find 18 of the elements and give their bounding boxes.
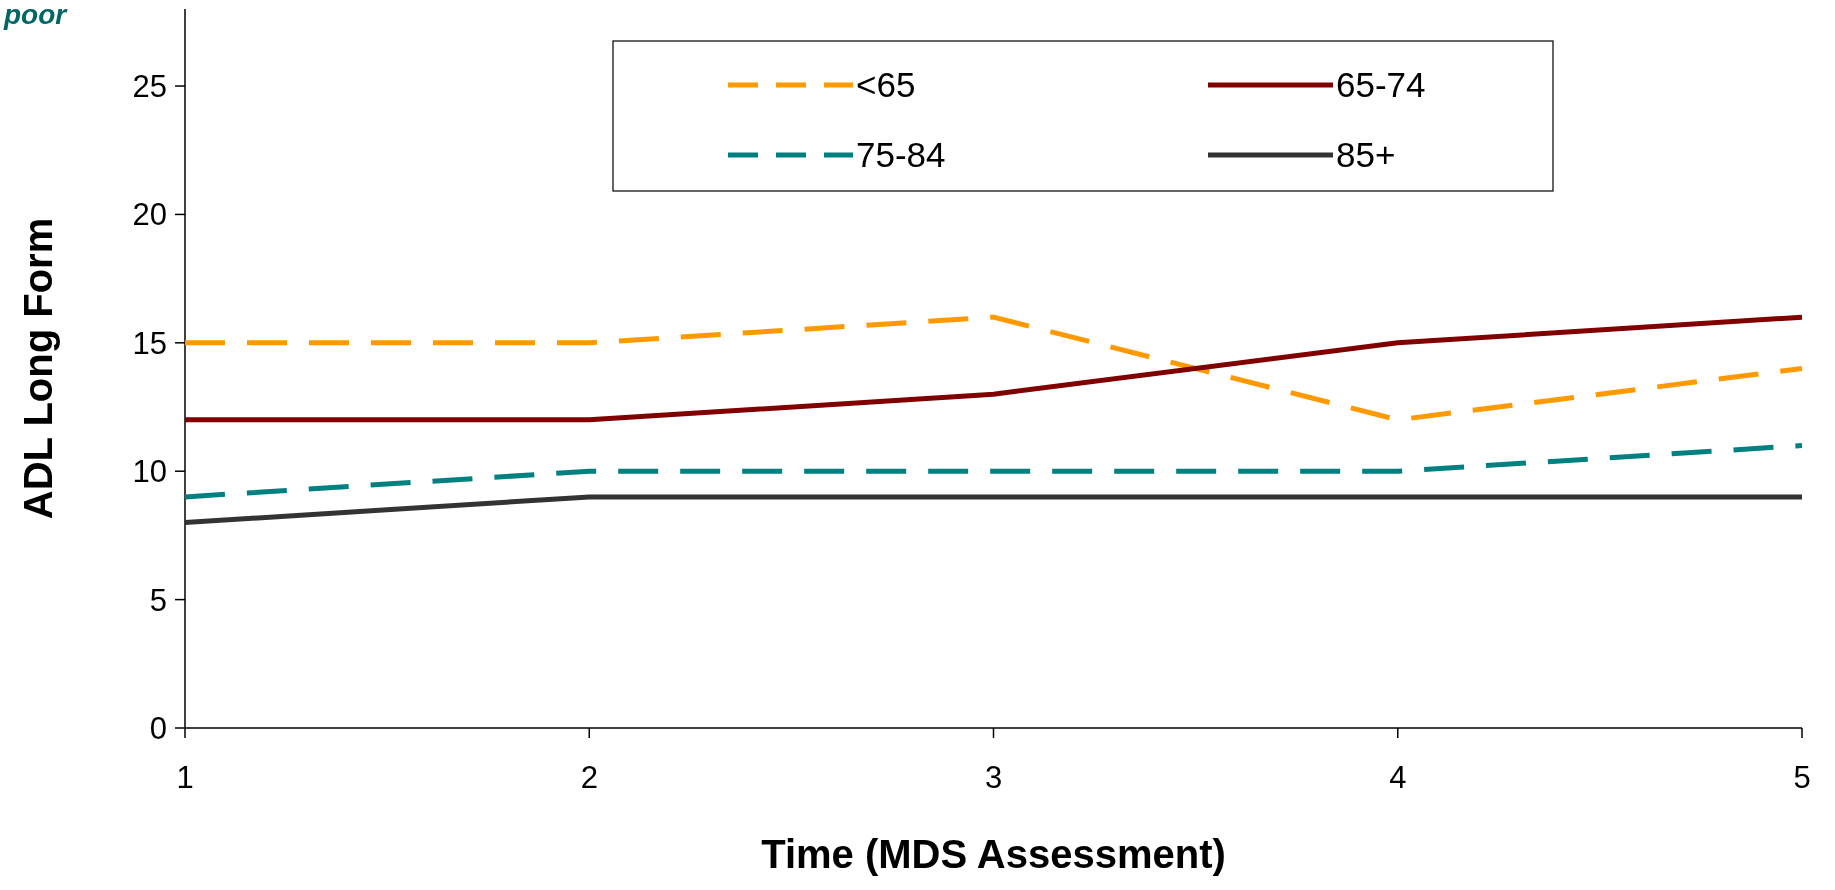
legend-label: 65-74 <box>1336 65 1426 104</box>
x-tick-label: 3 <box>984 760 1003 795</box>
x-tick-label: 4 <box>1389 760 1407 795</box>
y-tick-label: 15 <box>132 325 167 361</box>
legend-label: <65 <box>856 65 916 104</box>
text: poor <box>3 0 69 30</box>
legend-label: 75-84 <box>856 135 946 174</box>
y-tick-label: 25 <box>132 69 167 105</box>
y-tick-label: 5 <box>149 582 167 618</box>
x-tick-label: 5 <box>1793 760 1811 795</box>
legend-label: 85+ <box>1336 135 1396 174</box>
x-tick-label: 1 <box>176 760 194 795</box>
y-tick-label: 10 <box>132 454 167 490</box>
y-axis-title: ADL Long Form <box>16 217 60 520</box>
y-tick-label: 0 <box>149 711 167 746</box>
x-axis-title: Time (MDS Assessment) <box>761 832 1226 876</box>
x-tick-label: 2 <box>580 760 598 795</box>
y-tick-label: 20 <box>132 197 167 233</box>
